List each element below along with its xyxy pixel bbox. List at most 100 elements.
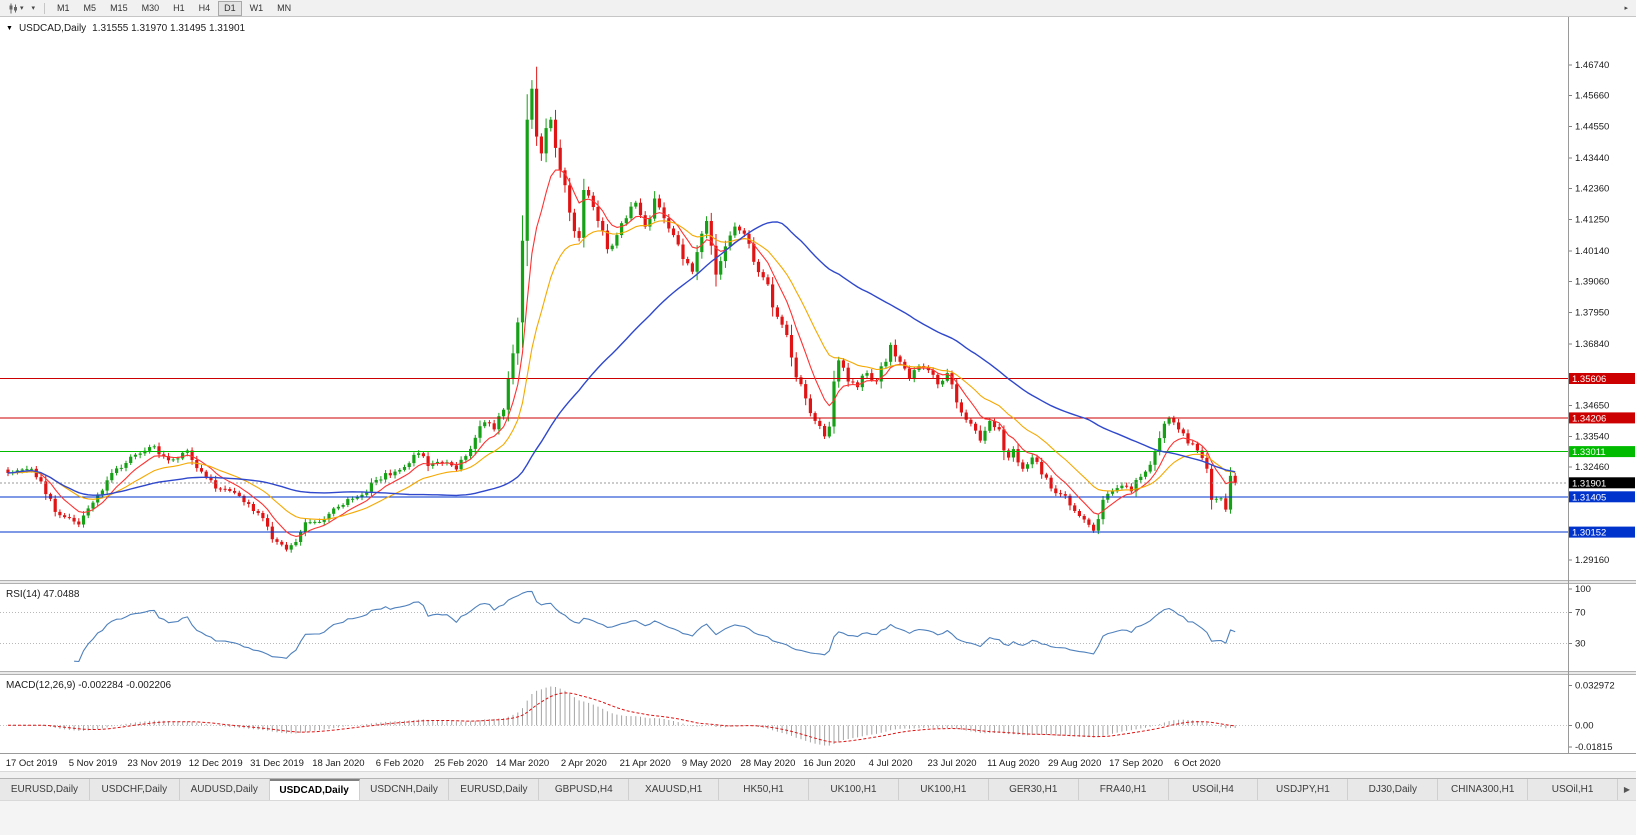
chart-tabs: EURUSD,Daily USDCHF,Daily AUDUSD,Daily USDC…	[0, 779, 1619, 800]
svg-text:1.33011: 1.33011	[1572, 447, 1606, 458]
svg-text:1.46740: 1.46740	[1575, 60, 1609, 71]
svg-text:6 Oct 2020: 6 Oct 2020	[1174, 758, 1220, 769]
tab-bar-gap	[0, 771, 1636, 778]
svg-text:1.34206: 1.34206	[1572, 413, 1606, 424]
chart-tab-USOil-H1[interactable]: USOil,H1	[1528, 779, 1619, 800]
chart-tab-USDCHF-Daily[interactable]: USDCHF,Daily	[89, 779, 180, 800]
svg-text:1.36840: 1.36840	[1575, 339, 1609, 350]
svg-text:31 Dec 2019: 31 Dec 2019	[250, 758, 304, 769]
svg-text:23 Jul 2020: 23 Jul 2020	[927, 758, 976, 769]
svg-text:1.45660: 1.45660	[1575, 90, 1609, 101]
price-scale[interactable]: 1.46740 1.45660 1.44550 1.43440 1.42360 1.412…	[1568, 60, 1635, 753]
toolbar-scroll-right-button[interactable]: ▸	[1621, 1, 1631, 16]
toolbar-separator	[44, 2, 46, 14]
svg-text:1.31901: 1.31901	[1572, 478, 1606, 489]
chart-tab-XAUUSD-H1[interactable]: XAUUSD,H1	[629, 779, 720, 800]
chart-tab-HK50-H1[interactable]: HK50,H1	[719, 779, 810, 800]
timeframe-button-group: M1 M5 M15 M30 H1 H4 D1 W1 MN	[50, 0, 298, 16]
chart-tab-AUDUSD-Daily[interactable]: AUDUSD,Daily	[179, 779, 270, 800]
svg-text:-0.01815: -0.01815	[1575, 742, 1613, 753]
timeframe-button-M15[interactable]: M15	[104, 1, 134, 16]
chart-tab-DJ30-Daily[interactable]: DJ30,Daily	[1348, 779, 1439, 800]
tabs-scroll-right-button[interactable]: ▶	[1618, 779, 1636, 800]
chart-tab-bar: EURUSD,Daily USDCHF,Daily AUDUSD,Daily USDC…	[0, 778, 1636, 800]
moving-average-lines	[7, 169, 1236, 537]
svg-text:100: 100	[1575, 584, 1591, 595]
svg-text:28 May 2020: 28 May 2020	[740, 758, 795, 769]
svg-text:29 Aug 2020: 29 Aug 2020	[1048, 758, 1101, 769]
chart-type-dropdown-button[interactable]: ▾	[5, 1, 27, 16]
chart-tab-USOil-H4[interactable]: USOil,H4	[1168, 779, 1259, 800]
timeframe-button-MN[interactable]: MN	[271, 1, 297, 16]
svg-text:6 Feb 2020: 6 Feb 2020	[376, 758, 424, 769]
chart-tab-EURUSD-Daily[interactable]: EURUSD,Daily	[0, 779, 90, 800]
svg-text:1.40140: 1.40140	[1575, 246, 1609, 257]
chart-tab-USDJPY-H1[interactable]: USDJPY,H1	[1258, 779, 1349, 800]
svg-text:25 Feb 2020: 25 Feb 2020	[434, 758, 487, 769]
svg-text:21 Apr 2020: 21 Apr 2020	[620, 758, 671, 769]
svg-text:4 Jul 2020: 4 Jul 2020	[869, 758, 913, 769]
timeframe-button-H1[interactable]: H1	[167, 1, 191, 16]
svg-text:1.32460: 1.32460	[1575, 462, 1609, 473]
chart-canvas[interactable]: 1.46740 1.45660 1.44550 1.43440 1.42360 1.412…	[0, 17, 1636, 771]
svg-text:0.00: 0.00	[1575, 720, 1594, 731]
chart-tab-CHINA300-H1[interactable]: CHINA300,H1	[1438, 779, 1529, 800]
svg-text:1.30152: 1.30152	[1572, 528, 1606, 539]
svg-text:18 Jan 2020: 18 Jan 2020	[312, 758, 364, 769]
horizontal-level-lines[interactable]	[0, 378, 1568, 533]
svg-text:5 Nov 2019: 5 Nov 2019	[69, 758, 118, 769]
svg-text:0.032972: 0.032972	[1575, 681, 1615, 692]
svg-text:1.29160: 1.29160	[1575, 555, 1609, 566]
chart-tab-UK100-H1[interactable]: UK100,H1	[898, 779, 989, 800]
candlesticks	[6, 66, 1237, 553]
chart-tab-FRA40-H1[interactable]: FRA40,H1	[1078, 779, 1169, 800]
svg-text:1.31405: 1.31405	[1572, 492, 1606, 503]
svg-text:17 Sep 2020: 17 Sep 2020	[1109, 758, 1163, 769]
arrow-right-icon: ▸	[1624, 4, 1628, 12]
timeframe-button-H4[interactable]: H4	[193, 1, 217, 16]
chart-tab-UK100-H1[interactable]: UK100,H1	[809, 779, 899, 800]
arrow-right-icon: ▶	[1623, 785, 1631, 794]
status-bar	[0, 800, 1636, 835]
chart-window: 1.46740 1.45660 1.44550 1.43440 1.42360 1.412…	[0, 17, 1636, 771]
svg-text:16 Jun 2020: 16 Jun 2020	[803, 758, 855, 769]
chart-tab-EURUSD-Daily[interactable]: EURUSD,Daily	[449, 779, 540, 800]
svg-text:23 Nov 2019: 23 Nov 2019	[127, 758, 181, 769]
svg-text:1.39060: 1.39060	[1575, 276, 1609, 287]
svg-text:2 Apr 2020: 2 Apr 2020	[561, 758, 607, 769]
macd-pane	[0, 686, 1568, 746]
svg-text:12 Dec 2019: 12 Dec 2019	[189, 758, 243, 769]
timeframe-button-M1[interactable]: M1	[51, 1, 76, 16]
svg-text:30: 30	[1575, 639, 1586, 650]
svg-text:1.37950: 1.37950	[1575, 308, 1609, 319]
chart-tab-GER30-H1[interactable]: GER30,H1	[988, 779, 1079, 800]
svg-text:1.35606: 1.35606	[1572, 374, 1606, 385]
svg-text:17 Oct 2019: 17 Oct 2019	[6, 758, 58, 769]
svg-text:9 May 2020: 9 May 2020	[682, 758, 732, 769]
svg-text:1.44550: 1.44550	[1575, 122, 1609, 133]
chevron-down-icon: ▾	[31, 4, 36, 12]
time-scale[interactable]: 17 Oct 2019 5 Nov 2019 23 Nov 2019 12 Dec 2…	[6, 758, 1221, 769]
svg-text:70: 70	[1575, 607, 1586, 618]
svg-text:14 Mar 2020: 14 Mar 2020	[496, 758, 549, 769]
svg-text:11 Aug 2020: 11 Aug 2020	[987, 758, 1040, 769]
top-toolbar: ▾ ▾ M1 M5 M15 M30 H1 H4 D1 W1 MN ▸	[0, 0, 1636, 17]
svg-text:1.33540: 1.33540	[1575, 432, 1609, 443]
rsi-pane	[0, 590, 1568, 663]
timeframe-button-M5[interactable]: M5	[78, 1, 103, 16]
period-dropdown-button[interactable]: ▾	[29, 1, 39, 16]
chart-tab-USDCNH-Daily[interactable]: USDCNH,Daily	[359, 779, 450, 800]
svg-text:1.42360: 1.42360	[1575, 183, 1609, 194]
timeframe-button-W1[interactable]: W1	[244, 1, 270, 16]
svg-text:1.43440: 1.43440	[1575, 153, 1609, 164]
chart-tab-GBPUSD-H4[interactable]: GBPUSD,H4	[539, 779, 630, 800]
candlestick-chart-icon	[9, 3, 17, 13]
timeframe-button-M30[interactable]: M30	[136, 1, 166, 16]
chart-tab-USDCAD-Daily[interactable]: USDCAD,Daily	[269, 779, 360, 800]
timeframe-button-D1[interactable]: D1	[218, 0, 242, 16]
svg-text:1.34650: 1.34650	[1575, 400, 1609, 411]
chevron-down-icon: ▾	[20, 4, 24, 12]
pane-separators	[0, 17, 1636, 754]
svg-text:1.41250: 1.41250	[1575, 215, 1609, 226]
